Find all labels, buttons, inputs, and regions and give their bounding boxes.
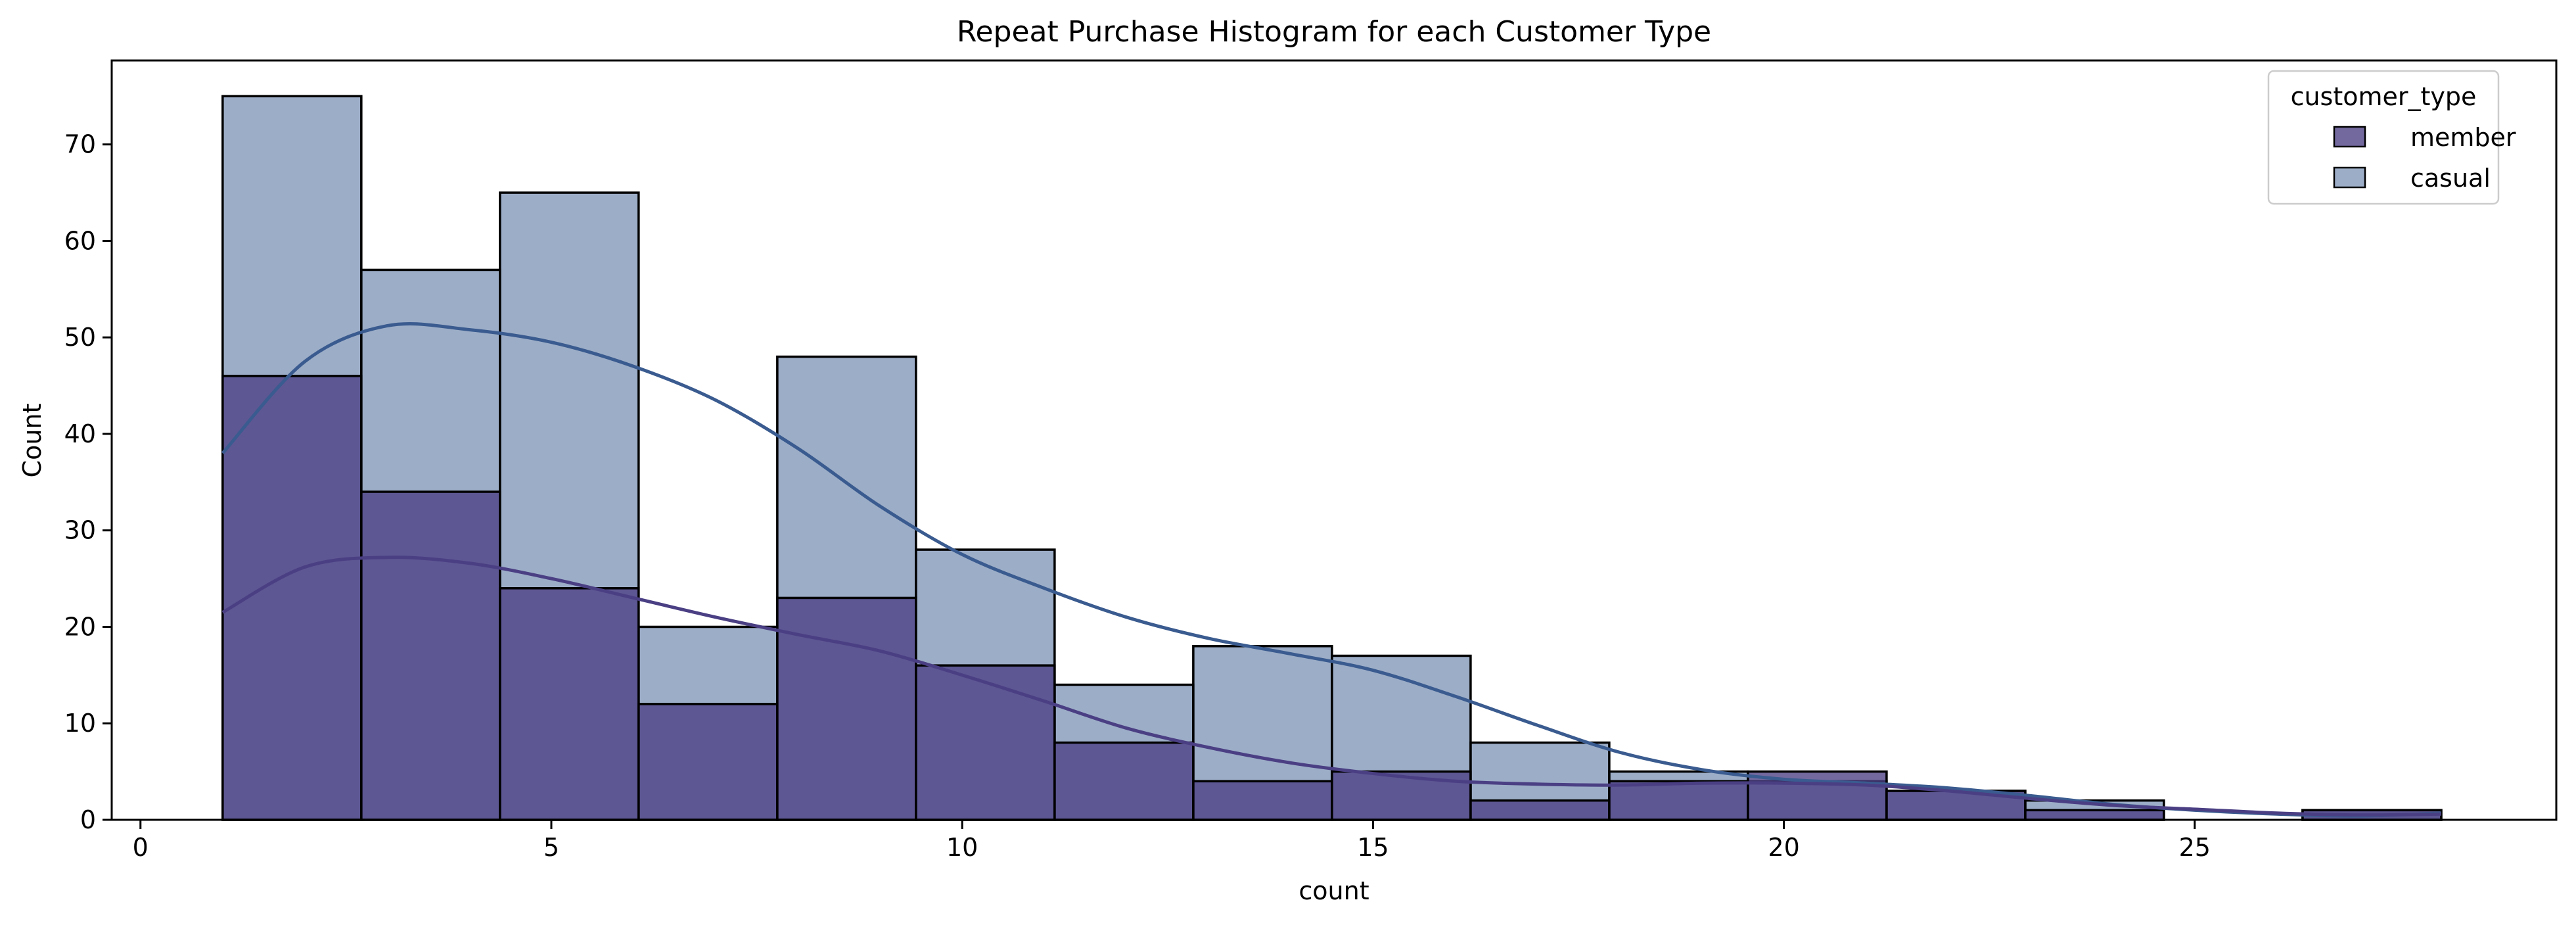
y-tick-label: 20	[64, 612, 96, 641]
legend-label-casual: casual	[2410, 164, 2491, 193]
y-tick-label: 50	[64, 323, 96, 352]
legend-title: customer_type	[2291, 82, 2477, 111]
y-axis-label: Count	[18, 404, 47, 478]
x-tick-label: 25	[2179, 833, 2211, 862]
bar-member	[1053, 741, 1195, 821]
axes-frame	[110, 59, 2558, 821]
bar-member	[1192, 780, 1333, 821]
x-axis-label: count	[1299, 876, 1369, 905]
bar-member	[2024, 809, 2165, 821]
x-tick-label: 0	[133, 833, 149, 862]
plot-area: 0 5 10 15 20 25 0 10 20 30 40 50 60 70	[64, 59, 2558, 862]
bar-member	[1331, 770, 1472, 821]
bar-member	[1469, 799, 1611, 821]
y-tick-label: 0	[80, 805, 96, 834]
legend-swatch-casual	[2333, 166, 2366, 189]
y-tick-label: 40	[64, 419, 96, 448]
legend-box	[2267, 70, 2500, 205]
bar-member	[776, 596, 917, 821]
y-tick-label: 30	[64, 516, 96, 545]
legend: customer_type member casual	[2267, 70, 2516, 205]
y-tick-label: 70	[64, 130, 96, 159]
x-tick-label: 15	[1357, 833, 1389, 862]
kde-line-casual	[221, 322, 2442, 818]
chart-title: Repeat Purchase Histogram for each Custo…	[957, 15, 1711, 49]
bar-member	[360, 490, 501, 821]
x-tick-label: 20	[1768, 833, 1799, 862]
legend-label-member: member	[2410, 123, 2516, 152]
legend-swatch-member	[2333, 126, 2366, 148]
x-tick-label: 5	[543, 833, 559, 862]
bar-member	[499, 587, 640, 821]
bar-member	[637, 703, 779, 821]
kde-line-member	[221, 556, 2441, 817]
x-tick-label: 10	[946, 833, 978, 862]
y-tick-label: 60	[64, 226, 96, 255]
bar-member	[1608, 780, 1749, 821]
y-tick-label: 10	[64, 709, 96, 738]
bar-member	[915, 664, 1056, 821]
